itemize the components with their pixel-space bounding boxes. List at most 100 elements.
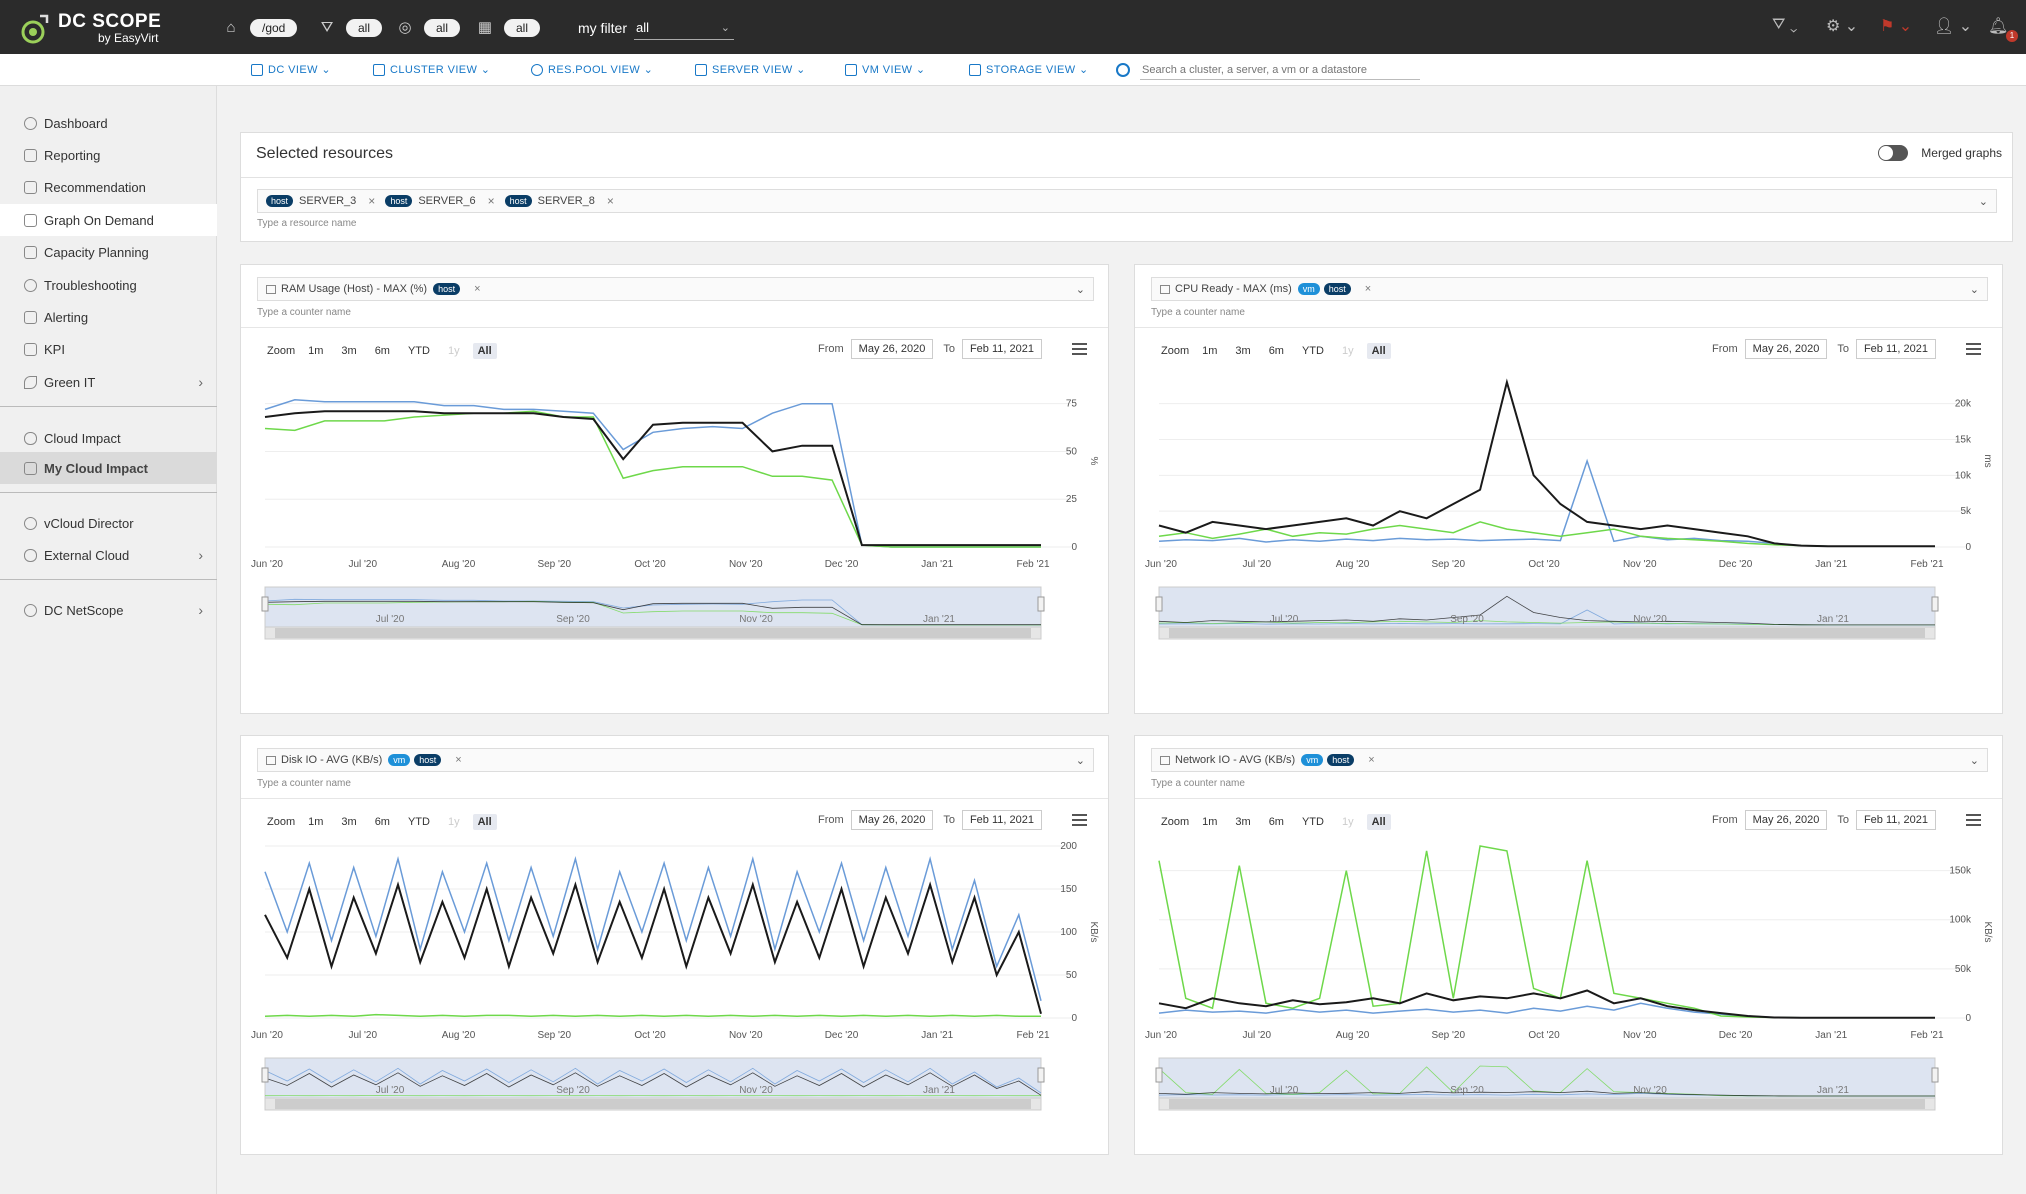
sidebar-item-troubleshooting[interactable]: Troubleshooting [0, 269, 217, 301]
zoom-all-button[interactable]: All [1366, 343, 1391, 359]
zoom-6m-button[interactable]: 6m [1268, 345, 1284, 357]
counter-select[interactable]: Network IO - AVG (KB/s) vm host × ⌄ [1151, 748, 1988, 772]
filter-calendar[interactable]: ▦ all [476, 19, 541, 37]
zoom-ytd-button[interactable]: YTD [407, 345, 430, 357]
zoom-6m-button[interactable]: 6m [374, 345, 390, 357]
resource-chip[interactable]: host SERVER_6 × [385, 194, 495, 208]
scrollbar-thumb[interactable] [275, 628, 1031, 638]
zoom-3m-button[interactable]: 3m [1235, 816, 1251, 828]
flag-button[interactable]: ⚑ ⌄ [1880, 16, 1912, 36]
chart-menu-icon[interactable] [1966, 343, 1981, 355]
sidebar-item-graph-on-demand[interactable]: Graph On Demand [0, 204, 217, 236]
chevron-down-icon[interactable]: ⌄ [1075, 754, 1085, 767]
remove-icon[interactable]: × [455, 754, 462, 766]
from-date-input[interactable]: May 26, 2020 [1744, 810, 1828, 830]
navigator-left-handle[interactable] [1155, 1067, 1163, 1083]
filter-home[interactable]: ⌂ /god [222, 19, 298, 37]
sidebar-item-green-it[interactable]: Green IT › [0, 366, 217, 398]
zoom-ytd-button[interactable]: YTD [1301, 816, 1324, 828]
chart-menu-icon[interactable] [1966, 814, 1981, 826]
nav-respool-view[interactable]: RES.POOL VIEW ⌄ [531, 63, 653, 76]
resource-chip[interactable]: host SERVER_8 × [504, 194, 614, 208]
zoom-ytd-button[interactable]: YTD [407, 816, 430, 828]
zoom-ytd-button[interactable]: YTD [1301, 345, 1324, 357]
nav-cluster-view[interactable]: CLUSTER VIEW ⌄ [373, 63, 490, 76]
chart-menu-icon[interactable] [1072, 814, 1087, 826]
remove-icon[interactable]: × [606, 194, 614, 208]
from-date-input[interactable]: May 26, 2020 [850, 810, 934, 830]
zoom-all-button[interactable]: All [1366, 814, 1391, 830]
sidebar-item-reporting[interactable]: Reporting [0, 139, 217, 171]
sidebar-item-vcloud-director[interactable]: vCloud Director [0, 507, 217, 539]
filter-home-pill[interactable]: /god [250, 19, 298, 37]
navigator-left-handle[interactable] [261, 596, 269, 612]
remove-icon[interactable]: × [1368, 754, 1375, 766]
remove-icon[interactable]: × [1364, 283, 1372, 295]
navigator-range[interactable] [1158, 586, 1936, 628]
filter-funnel[interactable]: ⛛ all [318, 19, 383, 37]
filter-calendar-pill[interactable]: all [504, 19, 541, 37]
navigator-range[interactable] [264, 586, 1042, 628]
zoom-6m-button[interactable]: 6m [1268, 816, 1284, 828]
user-button[interactable]: 👤︎ ⌄ [1934, 16, 1972, 36]
zoom-3m-button[interactable]: 3m [341, 345, 357, 357]
zoom-3m-button[interactable]: 3m [1235, 345, 1251, 357]
from-date-input[interactable]: May 26, 2020 [1744, 339, 1828, 359]
navigator-left-handle[interactable] [1155, 596, 1163, 612]
navigator-range[interactable] [1158, 1057, 1936, 1099]
sidebar-item-dc-netscope[interactable]: DC NetScope › [0, 594, 217, 626]
navigator-range[interactable] [264, 1057, 1042, 1099]
zoom-1m-button[interactable]: 1m [308, 345, 324, 357]
remove-icon[interactable]: × [368, 194, 376, 208]
navigator-right-handle[interactable] [1931, 1067, 1939, 1083]
zoom-1m-button[interactable]: 1m [308, 816, 324, 828]
sidebar-item-cloud-impact[interactable]: Cloud Impact [0, 422, 217, 454]
filter-target[interactable]: ◎ all [396, 19, 461, 37]
merged-graphs-toggle[interactable] [1878, 145, 1908, 161]
search-input[interactable] [1140, 60, 1420, 80]
zoom-all-button[interactable]: All [472, 814, 497, 830]
nav-server-view[interactable]: SERVER VIEW ⌄ [695, 63, 806, 76]
settings-button[interactable]: ⚙ ⌄ [1826, 16, 1858, 36]
chevron-down-icon[interactable]: ⌄ [1075, 283, 1085, 296]
nav-vm-view[interactable]: VM VIEW ⌄ [845, 63, 926, 76]
chevron-down-icon[interactable]: ⌄ [1978, 195, 1988, 208]
sidebar-item-kpi[interactable]: KPI [0, 333, 217, 365]
sidebar-item-dashboard[interactable]: Dashboard [0, 107, 217, 139]
remove-icon[interactable]: × [474, 283, 481, 295]
scrollbar-thumb[interactable] [1169, 1099, 1925, 1109]
notifications-button[interactable]: 🔔︎ [1988, 16, 2008, 36]
to-date-input[interactable]: Feb 11, 2021 [961, 810, 1042, 830]
navigator-right-handle[interactable] [1037, 596, 1045, 612]
to-date-input[interactable]: Feb 11, 2021 [1855, 339, 1936, 359]
filter-target-pill[interactable]: all [424, 19, 461, 37]
remove-icon[interactable]: × [487, 194, 495, 208]
chart-menu-icon[interactable] [1072, 343, 1087, 355]
counter-select[interactable]: Disk IO - AVG (KB/s) vm host × ⌄ [257, 748, 1094, 772]
nav-dc-view[interactable]: DC VIEW ⌄ [251, 63, 331, 76]
sidebar-item-external-cloud[interactable]: External Cloud › [0, 539, 217, 571]
resource-chip-input[interactable]: host SERVER_3 × host SERVER_6 × host SERVER_8… [257, 189, 1997, 213]
to-date-input[interactable]: Feb 11, 2021 [1855, 810, 1936, 830]
app-logo[interactable]: DC SCOPE by EasyVirt [20, 8, 161, 48]
filter-funnel-pill[interactable]: all [346, 19, 383, 37]
counter-select[interactable]: CPU Ready - MAX (ms) vm host × ⌄ [1151, 277, 1988, 301]
chevron-down-icon[interactable]: ⌄ [1969, 754, 1979, 767]
from-date-input[interactable]: May 26, 2020 [850, 339, 934, 359]
sidebar-item-capacity-planning[interactable]: Capacity Planning [0, 236, 217, 268]
sidebar-item-my-cloud-impact[interactable]: My Cloud Impact [0, 452, 217, 484]
zoom-all-button[interactable]: All [472, 343, 497, 359]
navigator-right-handle[interactable] [1931, 596, 1939, 612]
zoom-3m-button[interactable]: 3m [341, 816, 357, 828]
to-date-input[interactable]: Feb 11, 2021 [961, 339, 1042, 359]
topbar-filter-button[interactable]: ⛛ ⌄ [1772, 16, 1797, 34]
sidebar-item-alerting[interactable]: Alerting [0, 301, 217, 333]
chevron-down-icon[interactable]: ⌄ [1969, 283, 1979, 296]
scrollbar-thumb[interactable] [275, 1099, 1031, 1109]
zoom-1m-button[interactable]: 1m [1202, 345, 1218, 357]
sidebar-item-recommendation[interactable]: Recommendation [0, 171, 217, 203]
zoom-1m-button[interactable]: 1m [1202, 816, 1218, 828]
nav-storage-view[interactable]: STORAGE VIEW ⌄ [969, 63, 1089, 76]
navigator-left-handle[interactable] [261, 1067, 269, 1083]
zoom-6m-button[interactable]: 6m [374, 816, 390, 828]
